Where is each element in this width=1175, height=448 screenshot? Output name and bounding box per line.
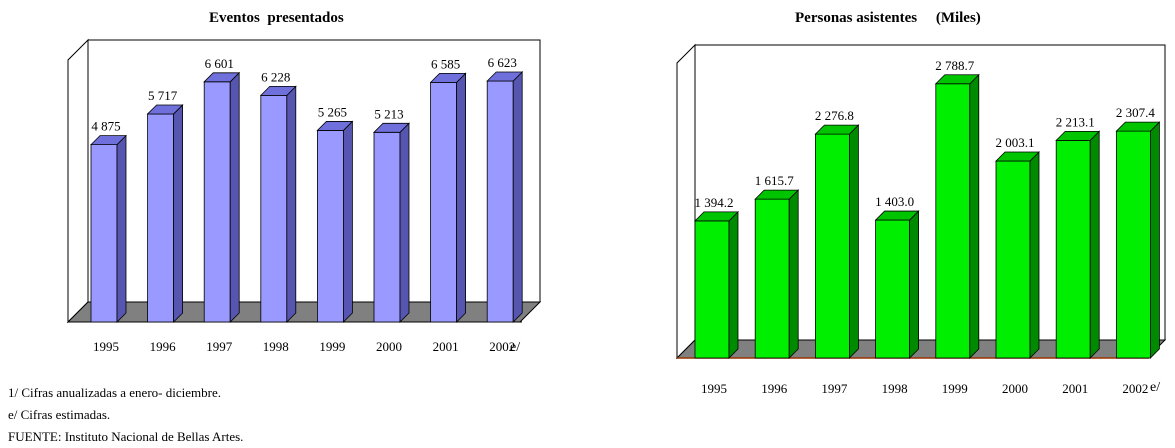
eventos-tick-label: 1995	[93, 339, 119, 354]
personas-bar-2001	[1056, 131, 1099, 358]
eventos-value-label: 5 717	[148, 88, 178, 103]
personas-bar-2002	[1116, 122, 1159, 358]
personas-bar-1995	[695, 212, 738, 358]
personas-estimate-suffix: e/	[1150, 380, 1160, 395]
eventos-bar-side	[174, 105, 183, 322]
personas-bar-side	[729, 212, 738, 358]
eventos-bar-1997	[204, 73, 239, 322]
personas-tick-label: 1996	[761, 381, 788, 396]
eventos-bar-front	[204, 82, 230, 322]
eventos-bar-front	[374, 132, 400, 322]
footnote-estimated: e/ Cifras estimadas.	[8, 404, 243, 426]
eventos-bar-side	[287, 86, 296, 322]
eventos-value-label: 6 228	[261, 69, 290, 84]
personas-bar-1998	[876, 211, 919, 358]
personas-bar-side	[849, 125, 858, 358]
personas-bar-2000	[996, 152, 1039, 358]
personas-tick-label: 1998	[882, 381, 908, 396]
eventos-bar-side	[117, 136, 126, 322]
personas-bar-front	[815, 134, 849, 358]
eventos-bar-front	[148, 114, 174, 322]
eventos-tick-label: 1997	[206, 339, 233, 354]
personas-value-label: 1 403.0	[875, 194, 914, 209]
eventos-tick-label: 1998	[263, 339, 289, 354]
personas-bar-side	[1090, 131, 1099, 358]
eventos-bar-side	[513, 72, 522, 322]
eventos-bar-side	[230, 73, 239, 322]
eventos-value-label: 5 265	[318, 104, 347, 119]
eventos-bar-1996	[148, 105, 183, 322]
eventos-value-label: 6 601	[205, 56, 234, 71]
personas-bar-front	[695, 221, 729, 358]
eventos-value-label: 6 623	[488, 55, 517, 70]
eventos-bar-front	[261, 95, 287, 322]
eventos-bar-front	[91, 145, 117, 322]
personas-tick-label: 1995	[701, 381, 727, 396]
personas-bar-front	[1116, 131, 1150, 358]
personas-tick-label: 1997	[821, 381, 848, 396]
eventos-tick-label: 2001	[433, 339, 459, 354]
eventos-bar-1998	[261, 86, 296, 322]
personas-tick-label: 2000	[1002, 381, 1028, 396]
eventos-tick-label: 1999	[319, 339, 345, 354]
eventos-bar-side	[400, 123, 409, 322]
eventos-bar-side	[457, 73, 466, 322]
personas-bar-front	[936, 84, 970, 358]
eventos-value-label: 5 213	[374, 106, 403, 121]
eventos-value-label: 6 585	[431, 56, 460, 71]
personas-bar-1997	[815, 125, 858, 358]
eventos-value-label: 4 875	[91, 119, 120, 134]
eventos-side-wall	[68, 40, 88, 322]
eventos-bar-2002	[487, 72, 522, 322]
personas-side-wall	[677, 45, 695, 358]
personas-bar-side	[1150, 122, 1159, 358]
eventos-estimate-suffix: e/	[510, 340, 520, 355]
eventos-bar-2001	[431, 73, 466, 322]
personas-value-label: 2 788.7	[935, 58, 975, 73]
eventos-bar-1999	[317, 121, 352, 322]
personas-bar-1996	[755, 190, 798, 358]
personas-value-label: 1 394.2	[695, 195, 734, 210]
eventos-tick-label: 1996	[150, 339, 177, 354]
eventos-bar-front	[487, 81, 513, 322]
personas-value-label: 2 003.1	[996, 135, 1035, 150]
eventos-floor	[68, 302, 540, 322]
personas-bar-front	[755, 199, 789, 358]
personas-bar-side	[970, 75, 979, 358]
personas-bar-side	[789, 190, 798, 358]
personas-tick-label: 2002	[1122, 381, 1148, 396]
personas-value-label: 2 276.8	[815, 108, 854, 123]
personas-bar-front	[876, 220, 910, 358]
personas-bar-front	[1056, 140, 1090, 358]
eventos-bar-side	[343, 121, 352, 322]
personas-bar-1999	[936, 75, 979, 358]
eventos-bar-2000	[374, 123, 409, 322]
personas-bar-side	[1030, 152, 1039, 358]
eventos-bar-1995	[91, 136, 126, 322]
personas-value-label: 2 307.4	[1116, 105, 1156, 120]
personas-value-label: 2 213.1	[1056, 114, 1095, 129]
eventos-chart: 4 875 1995 5 717 1996 6 601 1997 6 228 1998 5 26…	[68, 40, 540, 355]
eventos-bar-front	[431, 82, 457, 322]
eventos-tick-label: 2000	[376, 339, 402, 354]
personas-tick-label: 1999	[942, 381, 968, 396]
personas-bar-front	[996, 161, 1030, 358]
source-note: FUENTE: Instituto Nacional de Bellas Art…	[8, 426, 243, 448]
footnote-annualized: 1/ Cifras anualizadas a enero- diciembre…	[8, 382, 243, 404]
personas-chart: 1 394.2 1995 1 615.7 1996 2 276.8 1997 1 403.0…	[677, 45, 1165, 396]
personas-value-label: 1 615.7	[755, 173, 795, 188]
eventos-bar-front	[317, 130, 343, 322]
personas-bar-side	[910, 211, 919, 358]
personas-tick-label: 2001	[1062, 381, 1088, 396]
footnotes: 1/ Cifras anualizadas a enero- diciembre…	[8, 382, 243, 448]
